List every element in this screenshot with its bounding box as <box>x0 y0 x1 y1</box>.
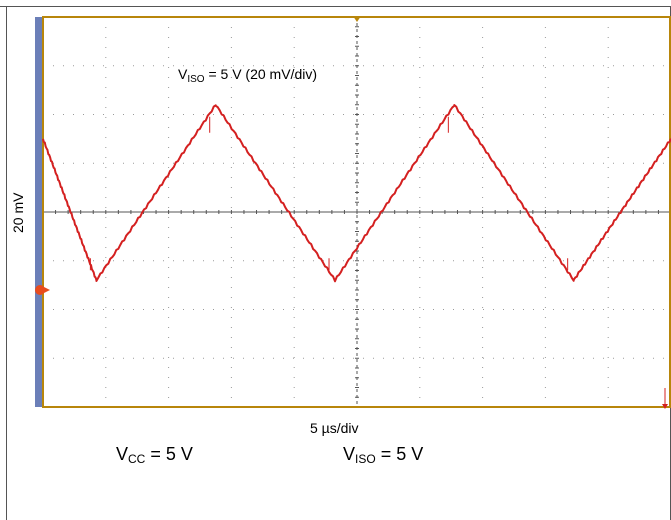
channel-ground-marker <box>35 285 45 295</box>
channel-bar <box>35 17 42 407</box>
viso-sub: ISO <box>355 452 376 466</box>
vcc-sub: CC <box>128 452 146 466</box>
annotation-sub: ISO <box>187 74 205 85</box>
trigger-position-marker <box>353 16 361 22</box>
trigger-level-marker <box>662 404 668 409</box>
viso-condition: VISO = 5 V <box>343 444 423 466</box>
annotation-rest: = 5 V (20 mV/div) <box>204 66 318 82</box>
trace-annotation: VISO = 5 V (20 mV/div) <box>178 66 317 85</box>
vcc-main: V <box>116 444 129 464</box>
frame-left-line <box>6 6 7 520</box>
signal-trace <box>42 104 671 283</box>
frame-top-line <box>0 6 671 7</box>
y-axis-label: 20 mV <box>10 192 26 233</box>
x-axis-label: 5 µs/div <box>310 420 359 436</box>
viso-main: V <box>343 444 356 464</box>
vcc-condition: VCC = 5 V <box>116 444 193 466</box>
viso-rest: = 5 V <box>375 444 424 464</box>
annotation-main: V <box>178 66 188 82</box>
vcc-rest: = 5 V <box>145 444 193 464</box>
ground-marker-arrow <box>44 287 50 293</box>
